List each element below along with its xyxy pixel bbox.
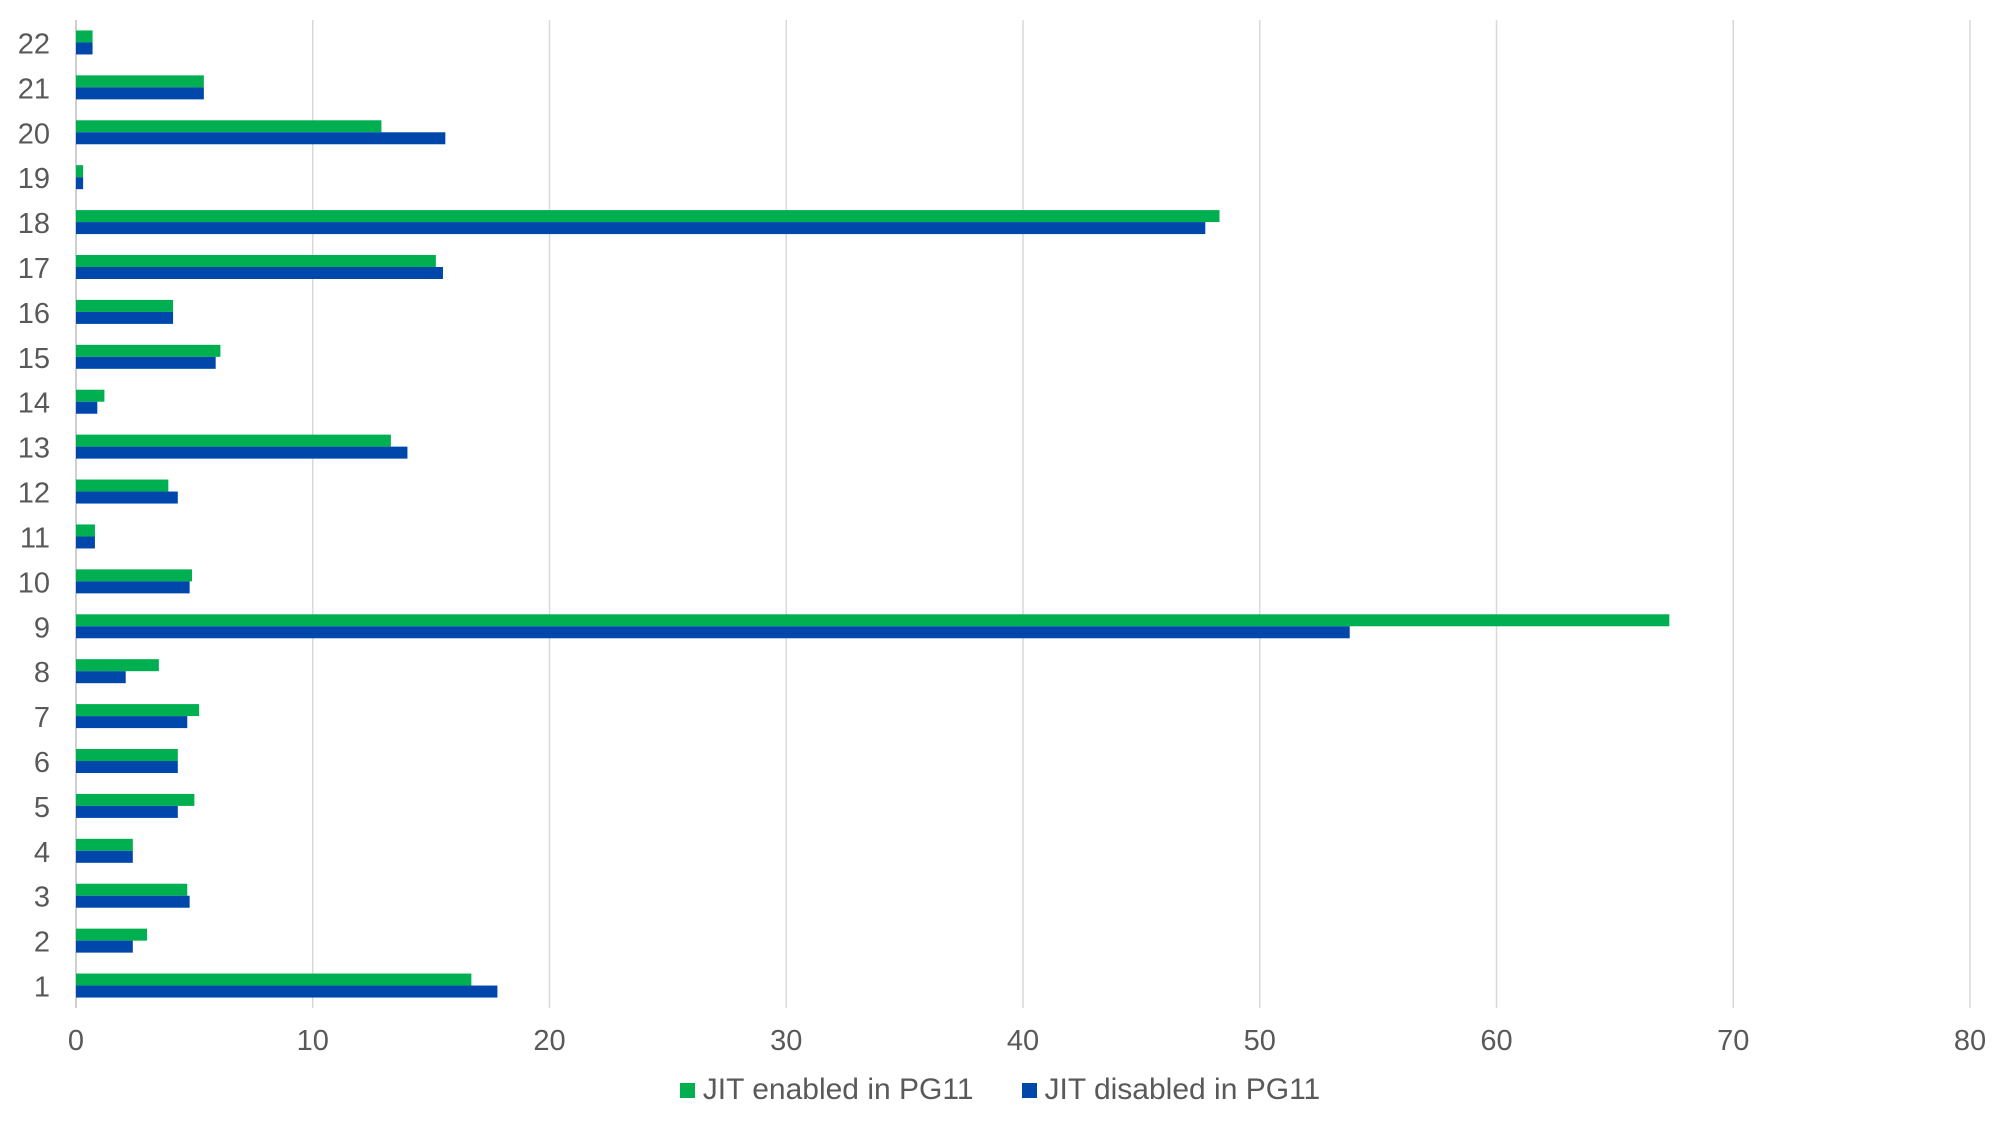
bar-jit-disabled [76,401,98,414]
x-tick-label: 80 [1954,1025,1986,1057]
y-tick-label: 6 [34,747,50,779]
y-tick-label: 3 [34,882,50,914]
y-tick-label: 19 [18,163,50,195]
bar-jit-disabled [76,985,498,998]
y-tick-label: 4 [34,837,50,869]
legend-label-enabled: JIT enabled in PG11 [702,1073,974,1106]
bar-jit-enabled [76,614,1670,627]
bar-jit-enabled [76,165,84,178]
bar-jit-disabled [76,716,188,729]
y-tick-label: 5 [34,792,50,824]
bar-jit-enabled [76,524,95,537]
x-tick-label: 40 [1007,1025,1039,1057]
bar-jit-enabled [76,30,93,43]
bar-jit-enabled [76,793,195,806]
bar-jit-enabled [76,255,436,267]
x-tick-label: 60 [1480,1025,1512,1057]
x-tick-label: 0 [68,1025,84,1057]
bar-jit-disabled [76,356,216,369]
bar-jit-disabled [76,446,408,459]
legend-item-enabled: JIT enabled in PG11 [679,1073,974,1107]
y-tick-label: 8 [34,657,50,689]
bar-jit-enabled [76,389,105,402]
y-tick-label: 7 [34,702,50,734]
x-tick-label: 70 [1717,1025,1749,1057]
y-tick-label: 20 [18,118,50,150]
bar-jit-disabled [76,761,178,773]
bar-jit-enabled [76,749,178,761]
bar-jit-enabled [76,210,1220,223]
y-tick-label: 14 [18,388,50,420]
bar-jit-disabled [76,536,95,549]
bar-jit-enabled [76,75,204,88]
x-tick-label: 10 [297,1025,329,1057]
legend-label-disabled: JIT disabled in PG11 [1044,1073,1321,1106]
y-tick-label: 13 [18,433,50,465]
y-tick-label: 15 [18,343,50,375]
bar-jit-enabled [76,344,221,357]
bar-jit-enabled [76,299,174,312]
bar-jit-disabled [76,805,178,818]
x-tick-label: 30 [770,1025,802,1057]
y-tick-label: 22 [18,28,50,60]
bar-jit-disabled [76,671,126,684]
legend-item-disabled: JIT disabled in PG11 [1021,1073,1321,1107]
bar-jit-enabled [76,569,193,582]
bar-jit-enabled [76,973,472,986]
bar-jit-disabled [76,222,1206,235]
bar-jit-disabled [76,132,446,145]
bar-jit-enabled [76,704,200,717]
bar-jit-enabled [76,883,188,896]
bar-jit-disabled [76,626,1350,639]
y-tick-label: 18 [18,208,50,240]
legend: JIT enabled in PG11 JIT disabled in PG11 [0,1073,2000,1107]
bar-jit-disabled [76,311,174,324]
y-tick-label: 1 [34,972,50,1004]
y-tick-label: 12 [18,478,50,510]
y-tick-label: 10 [18,567,50,599]
bar-jit-disabled [76,940,133,953]
y-tick-label: 16 [18,298,50,330]
bar-jit-disabled [76,177,84,190]
y-tick-label: 17 [18,253,50,285]
bar-jit-disabled [76,42,93,55]
bar-jit-disabled [76,850,133,863]
bar-jit-disabled [76,267,443,279]
y-tick-label: 11 [20,522,50,554]
bar-jit-disabled [76,581,190,594]
y-tick-label: 21 [18,73,50,105]
bar-jit-disabled [76,491,178,504]
bar-jit-disabled [76,895,190,908]
x-tick-label: 20 [533,1025,565,1057]
bar-jit-enabled [76,659,159,672]
x-tick-label: 50 [1244,1025,1276,1057]
y-tick-label: 2 [34,927,50,959]
legend-swatch-enabled [679,1082,695,1098]
y-tick-label: 9 [34,612,50,644]
bar-jit-enabled [76,928,148,941]
bar-jit-enabled [76,434,391,447]
bar-jit-enabled [76,838,133,851]
bar-jit-enabled [76,479,169,492]
bar-jit-enabled [76,120,382,133]
bar-jit-disabled [76,87,204,100]
legend-swatch-disabled [1021,1082,1037,1098]
